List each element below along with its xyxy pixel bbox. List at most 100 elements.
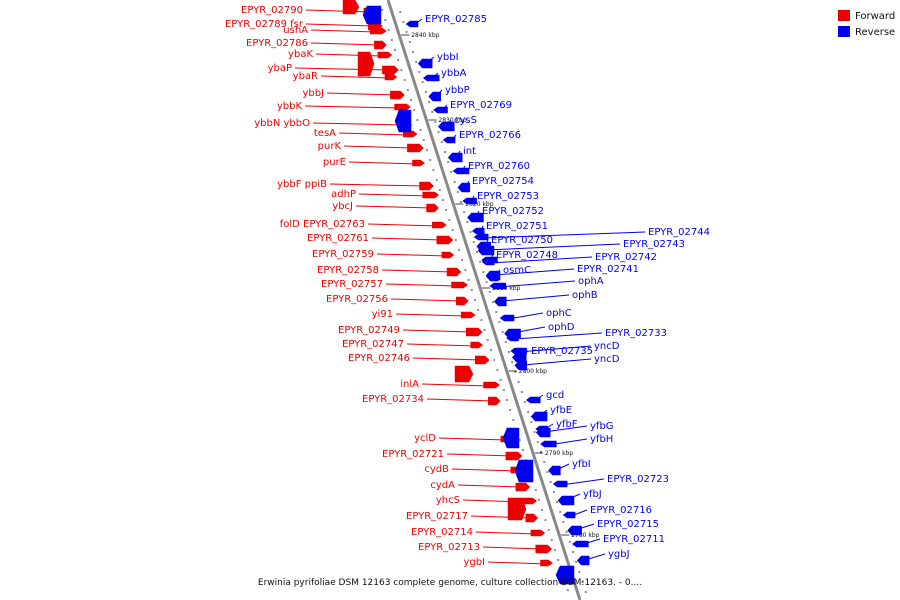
reverse-gene-arrow[interactable] <box>552 480 568 488</box>
forward-gene-label[interactable]: folD EPYR_02763 <box>280 219 365 230</box>
reverse-gene-arrow[interactable] <box>489 282 507 290</box>
forward-gene-label[interactable]: yi91 <box>372 309 393 320</box>
reverse-gene[interactable]: EPYR_02766 <box>442 130 521 144</box>
reverse-gene[interactable]: yncD <box>510 341 620 355</box>
forward-gene[interactable]: EPYR_02746 <box>348 353 490 365</box>
reverse-gene-arrow[interactable] <box>428 91 441 102</box>
reverse-gene[interactable]: EPYR_02760 <box>452 161 530 175</box>
forward-gene[interactable]: EPYR_02786 <box>246 38 387 50</box>
forward-gene-arrow[interactable] <box>377 51 393 59</box>
reverse-gene-label[interactable]: EPYR_02744 <box>648 227 710 238</box>
forward-gene-label[interactable]: EPYR_02789 fsr <box>225 19 304 30</box>
reverse-gene-label[interactable]: EPYR_02766 <box>459 130 521 141</box>
forward-gene-label[interactable]: cydA <box>430 480 455 491</box>
forward-gene-arrow[interactable] <box>436 235 454 245</box>
reverse-gene-arrow[interactable] <box>462 197 477 205</box>
forward-gene-label[interactable]: ygbI <box>463 557 485 568</box>
forward-gene-arrow[interactable] <box>384 73 398 81</box>
reverse-gene-label[interactable]: EPYR_02741 <box>577 264 639 275</box>
reverse-gene[interactable]: ybbI <box>417 52 459 69</box>
reverse-gene-label[interactable]: ophB <box>572 290 598 301</box>
forward-gene-label[interactable]: EPYR_02746 <box>348 353 410 364</box>
forward-gene-label[interactable]: yhcS <box>436 495 460 506</box>
forward-gene[interactable]: EPYR_02747 <box>342 339 484 350</box>
forward-gene-label[interactable]: ybcJ <box>332 201 353 212</box>
forward-gene-label[interactable]: EPYR_02714 <box>411 527 473 538</box>
reverse-gene-label[interactable]: EPYR_02735 <box>531 346 593 357</box>
forward-gene-arrow[interactable] <box>483 381 500 389</box>
forward-gene-arrow[interactable] <box>422 191 440 199</box>
reverse-gene-arrow[interactable] <box>506 334 519 342</box>
reverse-gene-label[interactable]: EPYR_02769 <box>450 100 512 111</box>
forward-gene-label[interactable]: EPYR_02786 <box>246 38 308 49</box>
forward-gene[interactable]: ybaP <box>268 63 399 75</box>
reverse-gene-label[interactable]: yfbF <box>556 419 578 430</box>
forward-gene-label[interactable]: EPYR_02749 <box>338 325 400 336</box>
forward-gene-label[interactable]: EPYR_02756 <box>326 294 388 305</box>
forward-gene-arrow[interactable] <box>402 130 418 138</box>
reverse-gene[interactable]: EPYR_02752 <box>467 206 544 223</box>
forward-gene[interactable]: ybaK <box>288 49 393 60</box>
forward-gene-arrow[interactable] <box>525 513 539 523</box>
forward-gene[interactable]: ygbI <box>463 557 553 568</box>
reverse-gene-label[interactable]: EPYR_02751 <box>486 221 548 232</box>
forward-gene-label[interactable]: EPYR_02761 <box>307 233 369 244</box>
forward-gene-arrow[interactable] <box>507 497 527 521</box>
reverse-gene-arrow[interactable] <box>557 495 575 506</box>
forward-gene[interactable]: tesA <box>314 128 418 139</box>
reverse-gene[interactable]: ygbJ <box>576 549 630 566</box>
reverse-gene[interactable]: cysS <box>437 115 477 132</box>
reverse-gene-arrow[interactable] <box>394 109 412 133</box>
reverse-gene-label[interactable]: cysS <box>454 115 477 126</box>
forward-gene-label[interactable]: EPYR_02790 <box>241 5 303 16</box>
forward-gene[interactable]: EPYR_02714 <box>411 527 546 538</box>
reverse-gene-label[interactable]: ophA <box>578 276 604 287</box>
reverse-gene-arrow[interactable] <box>417 58 433 69</box>
reverse-gene-arrow[interactable] <box>442 136 456 144</box>
reverse-gene[interactable]: EPYR_02741 <box>485 264 639 281</box>
reverse-gene-label[interactable]: yfbH <box>590 434 613 445</box>
reverse-gene-arrow[interactable] <box>539 440 557 448</box>
forward-gene-label[interactable]: ybbN ybbO <box>254 118 310 129</box>
forward-gene[interactable]: EPYR_02756 <box>326 294 469 306</box>
forward-gene-arrow[interactable] <box>342 0 360 15</box>
forward-gene-label[interactable]: EPYR_02759 <box>312 249 374 260</box>
reverse-gene-label[interactable]: EPYR_02752 <box>482 206 544 217</box>
forward-gene-label[interactable]: EPYR_02757 <box>321 279 383 290</box>
reverse-gene-label[interactable]: EPYR_02733 <box>605 328 667 339</box>
forward-gene-label[interactable]: purK <box>318 141 342 152</box>
reverse-gene[interactable]: EPYR_02744 <box>473 227 710 241</box>
reverse-gene-label[interactable]: ophC <box>546 308 572 319</box>
reverse-gene-label[interactable]: ygbJ <box>608 549 630 560</box>
reverse-gene-arrow[interactable] <box>471 227 485 235</box>
reverse-gene-label[interactable]: EPYR_02748 <box>496 250 558 261</box>
reverse-gene[interactable]: EPYR_02711 <box>571 534 665 548</box>
reverse-gene[interactable]: EPYR_02785 <box>405 14 487 28</box>
reverse-gene-arrow[interactable] <box>502 427 520 449</box>
reverse-gene[interactable]: ophA <box>489 276 604 290</box>
reverse-gene-arrow[interactable] <box>437 121 455 132</box>
forward-gene[interactable]: EPYR_02734 <box>362 394 501 406</box>
forward-gene[interactable]: EPYR_02749 <box>338 325 483 337</box>
reverse-gene-label[interactable]: ybbP <box>445 85 470 96</box>
forward-gene[interactable]: EPYR_02757 <box>321 279 468 290</box>
forward-gene[interactable]: cydB <box>424 464 524 475</box>
reverse-gene-label[interactable]: yncD <box>594 354 620 365</box>
reverse-gene-arrow[interactable] <box>481 258 495 266</box>
reverse-gene-label[interactable]: ophD <box>548 322 575 333</box>
reverse-gene[interactable]: yncD <box>514 354 620 371</box>
forward-gene[interactable]: yclD <box>414 433 516 444</box>
forward-gene-label[interactable]: tesA <box>314 128 336 139</box>
forward-gene-arrow[interactable] <box>412 159 425 167</box>
forward-gene-arrow[interactable] <box>394 103 411 111</box>
forward-gene[interactable]: ybbF ppiB <box>277 179 434 191</box>
forward-gene[interactable]: inlA <box>400 379 500 390</box>
reverse-gene-arrow[interactable] <box>576 555 590 566</box>
reverse-gene-arrow[interactable] <box>457 182 471 193</box>
reverse-gene-arrow[interactable] <box>447 152 463 163</box>
reverse-gene[interactable]: EPYR_02751 <box>471 221 548 235</box>
reverse-gene-arrow[interactable] <box>530 411 548 422</box>
reverse-gene-label[interactable]: EPYR_02711 <box>603 534 665 545</box>
forward-gene-arrow[interactable] <box>432 221 447 229</box>
reverse-gene[interactable]: yfbJ <box>557 489 602 506</box>
